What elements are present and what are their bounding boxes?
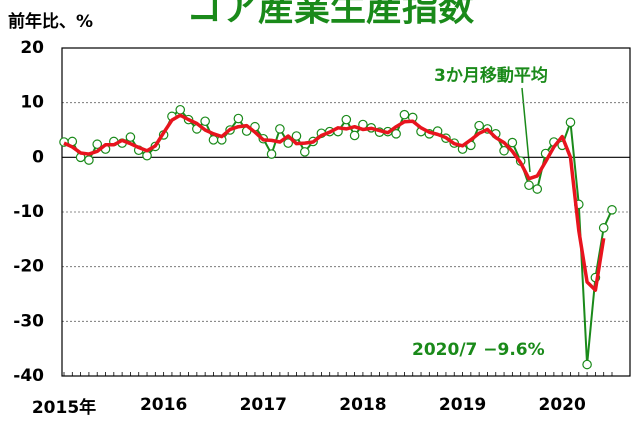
y-axis-label: 前年比、% [8,11,93,32]
annotation: 2020/7 −9.6% [412,340,545,360]
y-tick-label: -10 [13,202,44,222]
x-tick-label: 2015年 [32,397,96,418]
data-point [399,109,410,120]
data-point [391,129,401,139]
y-tick-label: -20 [13,257,44,277]
series-line [63,113,606,292]
y-tick-label: -40 [13,366,44,386]
data-point [291,131,302,141]
x-tick-label: 2016 [140,395,187,415]
data-point [175,104,186,115]
data-point [84,155,94,165]
data-point [125,132,136,142]
y-tick-label: 0 [32,147,44,167]
y-tick-label: -30 [13,311,44,331]
series-line [63,108,613,366]
data-point [524,180,534,191]
annotation: 3か月移動平均 [434,65,548,86]
data-point [474,120,484,131]
x-tick-label: 2017 [240,395,287,415]
data-point [349,130,360,141]
data-point [283,138,293,148]
x-tick-label: 2018 [339,395,386,415]
annotation-arrow [521,87,531,173]
data-point [208,135,219,145]
x-tick-label: 2020 [539,395,586,415]
y-tick-label: 10 [20,93,44,113]
data-point [299,147,310,157]
data-point [275,124,285,134]
data-point [200,116,210,127]
data-point [582,359,592,370]
data-point [598,223,609,233]
data-point [607,205,617,215]
data-point [266,149,277,159]
y-tick-label: 20 [20,38,44,58]
data-point [92,139,103,150]
data-point [142,150,152,161]
data-point [532,184,543,194]
chart-title: コア産業生産指数 [186,0,474,29]
data-point [499,145,509,156]
x-tick-label: 2019 [439,395,486,415]
data-point [507,137,518,148]
data-point [233,113,244,124]
data-point [565,117,576,128]
data-point [341,114,352,125]
